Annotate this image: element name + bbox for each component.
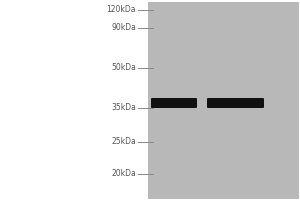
Text: 50kDa: 50kDa xyxy=(111,64,136,72)
Text: 120kDa: 120kDa xyxy=(106,5,136,15)
Text: 90kDa: 90kDa xyxy=(111,23,136,32)
Text: 20kDa: 20kDa xyxy=(111,170,136,178)
FancyBboxPatch shape xyxy=(207,98,264,108)
FancyBboxPatch shape xyxy=(151,98,197,108)
Text: 35kDa: 35kDa xyxy=(111,104,136,112)
Text: 25kDa: 25kDa xyxy=(111,138,136,146)
Bar xyxy=(148,2,298,198)
